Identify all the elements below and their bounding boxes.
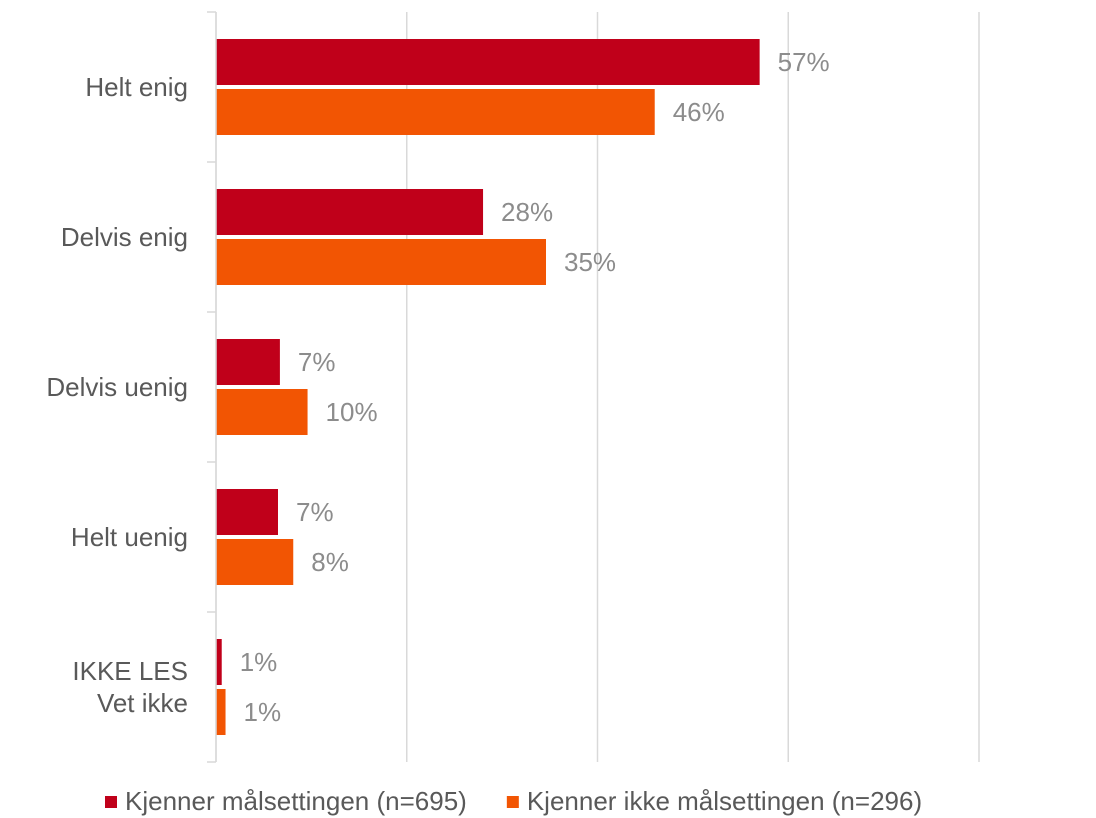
bar [216, 239, 546, 285]
legend-marker [506, 796, 519, 808]
category-label: Delvis uenig [46, 372, 188, 402]
category-label: IKKE LES Vet ikke [72, 656, 188, 718]
bar [216, 89, 655, 135]
bar [216, 389, 308, 435]
data-label: 28% [501, 197, 553, 227]
bar [216, 39, 760, 85]
data-label: 35% [564, 247, 616, 277]
data-label: 10% [326, 397, 378, 427]
bar [216, 189, 484, 235]
bar [216, 689, 226, 735]
category-label: Delvis enig [60, 222, 188, 252]
data-label: 7% [296, 497, 334, 527]
data-label: 57% [778, 47, 830, 77]
data-label: 8% [311, 547, 349, 577]
data-label: 1% [240, 647, 278, 677]
bar [216, 339, 280, 385]
legend-label: Kjenner ikke målsettingen (n=296) [527, 786, 922, 816]
legend-marker [105, 796, 117, 808]
data-label: 7% [298, 347, 336, 377]
bar [216, 489, 278, 535]
category-label: Helt enig [85, 72, 188, 102]
category-label: Helt uenig [70, 522, 188, 552]
data-label: 1% [244, 697, 282, 727]
bar [216, 539, 294, 585]
legend-label: Kjenner målsettingen (n=695) [125, 786, 467, 816]
bar [216, 639, 222, 685]
data-label: 46% [673, 97, 725, 127]
